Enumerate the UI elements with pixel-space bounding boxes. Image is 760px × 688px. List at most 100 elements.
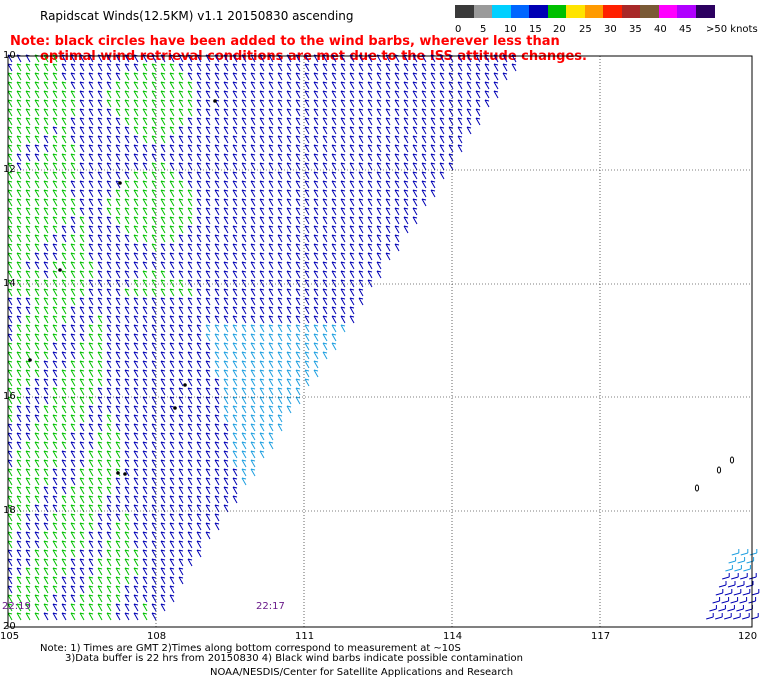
wind-barb [439, 171, 445, 180]
wind-barb [88, 288, 94, 297]
wind-barb [160, 540, 166, 549]
wind-barb [106, 360, 112, 369]
wind-barb [7, 549, 13, 558]
wind-barb [70, 117, 76, 126]
wind-barb [205, 63, 211, 72]
wind-barb [7, 288, 13, 297]
wind-barb [52, 126, 58, 135]
wind-barb [25, 315, 31, 324]
wind-barb [340, 189, 346, 198]
wind-barb [133, 63, 139, 72]
wind-barb [223, 288, 229, 297]
wind-barb [88, 522, 94, 531]
wind-barb [250, 378, 256, 387]
wind-barb [304, 171, 310, 180]
wind-barb [232, 432, 238, 441]
wind-barb [79, 378, 85, 387]
wind-barb [97, 72, 103, 81]
wind-barb [484, 90, 490, 99]
wind-barb [133, 459, 139, 468]
wind-barb [313, 216, 319, 225]
wind-barb [88, 423, 94, 432]
contamination-dot [183, 383, 187, 387]
wind-barb [196, 162, 202, 171]
wind-barb [34, 423, 40, 432]
wind-barb [367, 99, 373, 108]
wind-barb [304, 90, 310, 99]
wind-barb [457, 63, 463, 72]
wind-barb [70, 423, 76, 432]
wind-barb [331, 297, 337, 306]
wind-barb [106, 279, 112, 288]
wind-barb [106, 162, 112, 171]
wind-barb [97, 396, 103, 405]
wind-barb [277, 216, 283, 225]
wind-barb [88, 549, 94, 558]
wind-barb [34, 342, 40, 351]
wind-barb [250, 234, 256, 243]
wind-barb [34, 90, 40, 99]
wind-barb [7, 207, 13, 216]
wind-barb [115, 216, 121, 225]
wind-barb [61, 477, 67, 486]
wind-barb [142, 540, 148, 549]
wind-barb [178, 387, 184, 396]
wind-barb [52, 234, 58, 243]
wind-barb [34, 153, 40, 162]
wind-barb [115, 225, 121, 234]
wind-barb [304, 288, 310, 297]
wind-barb [313, 108, 319, 117]
wind-barb [295, 126, 301, 135]
wind-barb [268, 234, 274, 243]
wind-barb [160, 342, 166, 351]
wind-barb [52, 594, 58, 603]
wind-barb [214, 522, 220, 531]
wind-barb [106, 81, 112, 90]
wind-barb [133, 333, 139, 342]
wind-barb [88, 495, 94, 504]
wind-barb [124, 162, 130, 171]
wind-barb [205, 99, 211, 108]
wind-barb [286, 171, 292, 180]
wind-barb [43, 324, 49, 333]
wind-barb [277, 387, 283, 396]
wind-barb [304, 306, 310, 315]
wind-barb [313, 252, 319, 261]
wind-barb [106, 549, 112, 558]
wind-barb [196, 414, 202, 423]
wind-barb [88, 567, 94, 576]
wind-barb [79, 423, 85, 432]
wind-barb [97, 225, 103, 234]
wind-barb [214, 324, 220, 333]
wind-barb [178, 207, 184, 216]
wind-barb [448, 81, 454, 90]
wind-barb [142, 63, 148, 72]
wind-barb [7, 171, 13, 180]
wind-barb [187, 162, 193, 171]
wind-barb [70, 387, 76, 396]
wind-barb [304, 198, 310, 207]
wind-barb [232, 252, 238, 261]
wind-barb [403, 135, 409, 144]
wind-barb [34, 198, 40, 207]
wind-barb [142, 81, 148, 90]
wind-barb [61, 441, 67, 450]
wind-barb [322, 333, 328, 342]
wind-barb [133, 468, 139, 477]
wind-barb [728, 557, 737, 564]
wind-barb [250, 63, 256, 72]
wind-barb [169, 162, 175, 171]
wind-barb [52, 342, 58, 351]
wind-barb [331, 324, 337, 333]
wind-barb [187, 135, 193, 144]
wind-barb [160, 63, 166, 72]
wind-barb [286, 351, 292, 360]
wind-barb [88, 432, 94, 441]
wind-barb [403, 198, 409, 207]
wind-barb [241, 144, 247, 153]
wind-barb [376, 216, 382, 225]
wind-barb [232, 351, 238, 360]
wind-barb [70, 261, 76, 270]
wind-barb [70, 270, 76, 279]
wind-barb [205, 378, 211, 387]
